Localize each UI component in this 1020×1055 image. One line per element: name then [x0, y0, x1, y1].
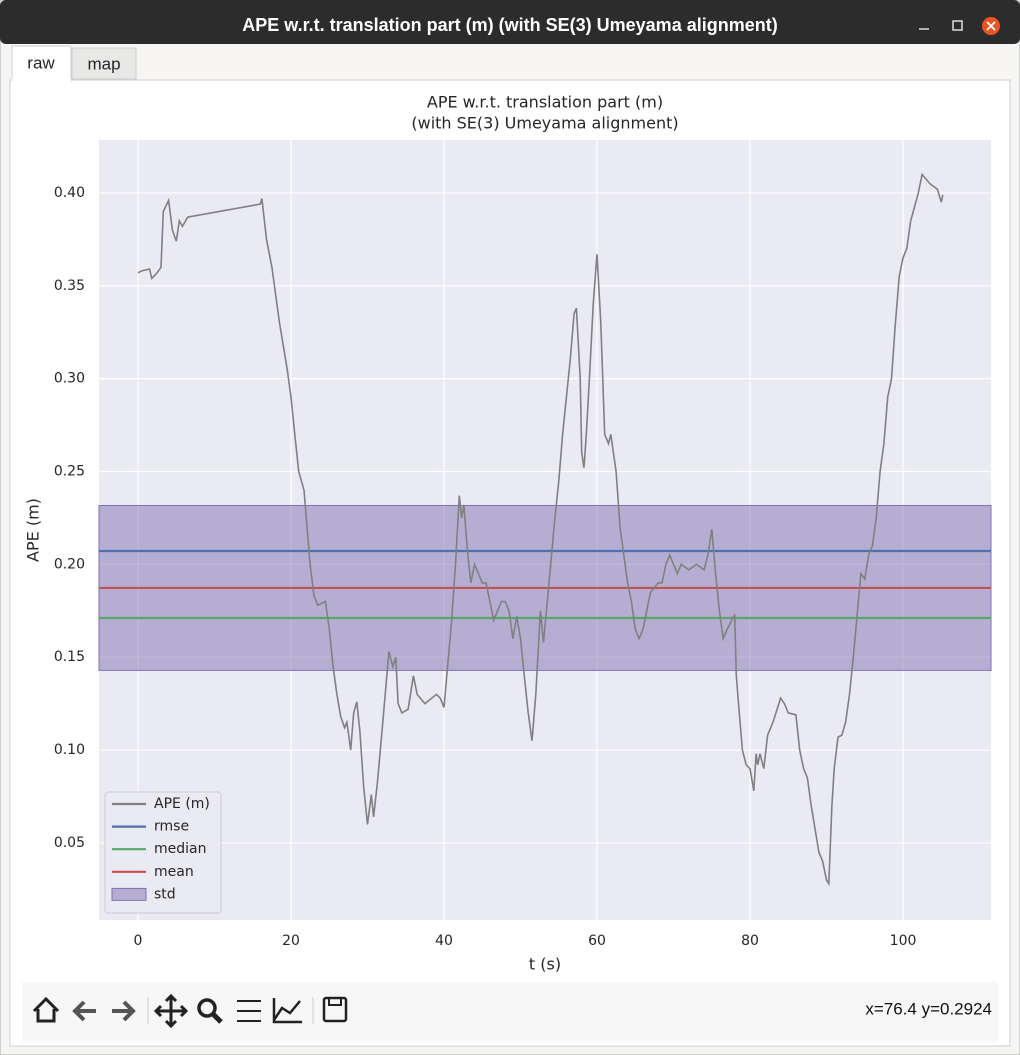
close-cross	[986, 21, 996, 31]
save-detail	[328, 997, 342, 1006]
x-tick-label: 40	[435, 933, 453, 949]
y-axis-label: APE (m)	[24, 498, 43, 562]
x-tick-label: 100	[890, 933, 917, 949]
chart-title: (with SE(3) Umeyama alignment)	[411, 114, 678, 133]
y-tick-label: 0.25	[54, 464, 85, 480]
tab-raw-join	[12, 78, 71, 82]
y-tick-label: 0.35	[54, 278, 85, 294]
legend-label: mean	[154, 864, 194, 880]
back-button[interactable]	[72, 1000, 96, 1022]
y-tick-label: 0.30	[54, 371, 85, 387]
tab-raw[interactable]	[11, 45, 72, 82]
window-title: APE w.r.t. translation part (m) (with SE…	[242, 15, 777, 35]
legend-label: rmse	[154, 819, 189, 835]
legend-swatch	[111, 887, 147, 901]
zoom-button[interactable]	[197, 998, 217, 1018]
toolbar-icons	[32, 993, 348, 1029]
edit-button[interactable]	[272, 998, 302, 1024]
maximize-button[interactable]	[952, 20, 963, 31]
x-axis-label: t (s)	[529, 955, 561, 974]
x-tick-label: 60	[588, 933, 606, 949]
legend-label: APE (m)	[154, 796, 210, 812]
legend-label: std	[154, 886, 176, 902]
status-text: x=76.4 y=0.2924	[865, 999, 992, 1018]
chart-title: APE w.r.t. translation part (m)	[427, 93, 663, 112]
tab-label: raw	[27, 53, 55, 72]
forward-button[interactable]	[112, 1000, 136, 1022]
home-button[interactable]	[32, 996, 60, 1023]
y-tick-label: 0.40	[54, 185, 85, 201]
pan-button[interactable]	[153, 993, 189, 1029]
legend-box	[104, 791, 222, 914]
plot: 0 20 40 60 80 100 0.05 0.10 0.15 0.20 0.25 0.30 0.35…	[54, 140, 992, 949]
title-bar	[0, 0, 1020, 44]
legend-label: median	[154, 841, 206, 857]
x-tick-label: 80	[741, 933, 759, 949]
close-button[interactable]	[982, 17, 1000, 35]
zoom-handle	[211, 1012, 223, 1024]
ape-line	[137, 172, 944, 887]
y-tick-label: 0.05	[54, 835, 85, 851]
x-tick-label: 20	[282, 933, 300, 949]
y-tick-label: 0.15	[54, 649, 85, 665]
x-tick-label: 0	[134, 933, 143, 949]
y-tick-label: 0.20	[54, 556, 85, 572]
y-tick-label: 0.10	[54, 742, 85, 758]
configure-button[interactable]	[237, 1000, 261, 1022]
tab-map[interactable]	[71, 47, 137, 80]
tab-label: map	[87, 54, 120, 73]
